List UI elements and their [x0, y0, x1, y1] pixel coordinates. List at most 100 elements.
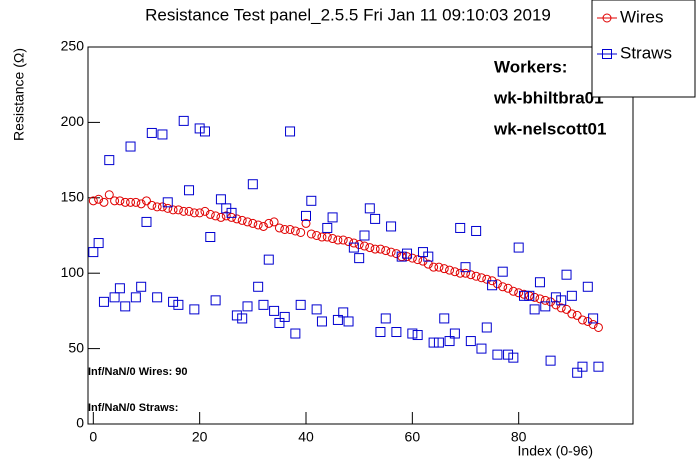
point: [375, 244, 385, 254]
point: [508, 286, 518, 296]
point: [98, 296, 109, 307]
point: [189, 208, 199, 218]
point: [556, 303, 566, 313]
point: [354, 253, 365, 264]
x-tick-label: 80: [511, 429, 527, 445]
point: [455, 268, 465, 278]
point: [178, 115, 189, 126]
point: [465, 336, 476, 347]
point: [290, 226, 300, 236]
point: [311, 304, 322, 315]
point: [572, 367, 583, 378]
point: [359, 230, 370, 241]
point: [407, 328, 418, 339]
point: [295, 299, 306, 310]
point: [290, 328, 301, 339]
point: [338, 307, 349, 318]
point: [88, 247, 99, 258]
point: [109, 292, 120, 303]
point: [200, 206, 210, 216]
point: [199, 126, 210, 137]
point: [566, 290, 577, 301]
point: [253, 281, 264, 292]
legend-marker: [602, 49, 612, 59]
point: [328, 234, 338, 244]
point: [194, 123, 205, 134]
point: [301, 218, 311, 228]
point: [263, 254, 274, 265]
point: [173, 299, 184, 310]
point: [380, 313, 391, 324]
point: [449, 328, 460, 339]
point: [110, 196, 120, 206]
plot-frame: [87, 46, 634, 425]
point: [455, 222, 466, 233]
point: [168, 205, 178, 215]
point: [195, 208, 205, 218]
y-tick-label: 0: [76, 415, 84, 431]
point: [582, 281, 593, 292]
point: [285, 224, 295, 234]
point: [550, 292, 561, 303]
point: [530, 292, 540, 302]
point: [136, 199, 146, 209]
point: [466, 270, 476, 280]
point: [572, 310, 582, 320]
point: [88, 196, 98, 206]
point: [316, 316, 327, 327]
point: [439, 264, 449, 274]
x-tick-label: 40: [298, 429, 314, 445]
x-tick-label: 0: [89, 429, 97, 445]
point: [189, 304, 200, 315]
point: [402, 248, 413, 259]
point: [343, 316, 354, 327]
point: [444, 336, 455, 347]
point: [147, 200, 157, 210]
point: [471, 271, 481, 281]
point: [588, 319, 598, 329]
point: [125, 141, 136, 152]
point: [120, 197, 130, 207]
point: [163, 203, 173, 213]
y-axis-label: Resistance (Ω): [11, 48, 27, 141]
point: [211, 211, 221, 221]
point: [413, 255, 423, 265]
point: [508, 352, 519, 363]
point: [99, 197, 109, 207]
point: [264, 218, 274, 228]
point: [269, 305, 280, 316]
point: [503, 283, 513, 293]
point: [253, 220, 263, 230]
point: [540, 301, 551, 312]
x-axis-label: Index (0-96): [518, 443, 593, 459]
point: [498, 282, 508, 292]
point: [354, 240, 364, 250]
annotation: wk-nelscott01: [493, 119, 606, 138]
point: [519, 290, 529, 301]
point: [243, 217, 253, 227]
point: [94, 194, 104, 204]
point: [157, 129, 168, 140]
point: [205, 232, 216, 243]
point: [545, 355, 556, 366]
point: [412, 330, 423, 341]
point: [333, 235, 343, 245]
point: [184, 185, 195, 196]
x-tick-label: 20: [192, 429, 208, 445]
point: [173, 205, 183, 215]
y-tick-label: 200: [61, 113, 85, 129]
point: [593, 322, 603, 332]
point: [386, 221, 397, 232]
point: [322, 232, 332, 242]
point: [524, 290, 535, 301]
point: [258, 299, 269, 310]
point: [141, 196, 151, 206]
point: [487, 280, 498, 291]
point: [381, 246, 391, 256]
point: [327, 212, 338, 223]
point: [561, 269, 572, 280]
point: [461, 268, 471, 278]
point: [593, 361, 604, 372]
point: [237, 215, 247, 225]
